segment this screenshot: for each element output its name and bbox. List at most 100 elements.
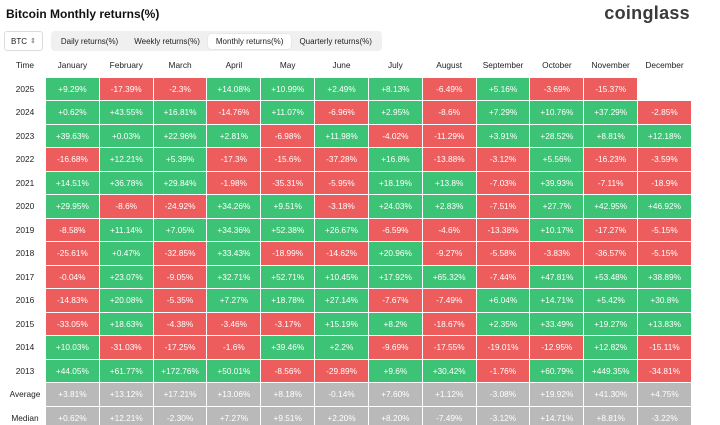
tab-quarterly-returns[interactable]: Quarterly returns(%) — [299, 36, 372, 46]
return-cell: +39.63% — [46, 124, 99, 147]
return-cell — [638, 77, 691, 100]
return-cell: +52.71% — [261, 265, 315, 288]
return-cell: -8.6% — [422, 101, 476, 124]
return-cell: -7.03% — [476, 171, 530, 194]
header-april: April — [207, 54, 261, 77]
header-august: August — [422, 54, 476, 77]
return-cell: +2.49% — [315, 77, 368, 100]
return-cell: +11.98% — [315, 124, 368, 147]
header-november: November — [584, 54, 638, 77]
return-cell: +17.92% — [368, 265, 422, 288]
return-cell: +0.62% — [46, 101, 99, 124]
return-cell: -25.61% — [46, 242, 99, 265]
return-cell: +33.49% — [530, 312, 584, 335]
header-october: October — [530, 54, 584, 77]
return-cell: -17.55% — [422, 336, 476, 359]
table-row: 2022 -16.68% +12.21% +5.39% -17.3% -15.6% -37.… — [5, 148, 691, 171]
header-february: February — [99, 54, 153, 77]
return-cell: +36.78% — [99, 171, 153, 194]
tab-monthly-returns[interactable]: Monthly returns(%) — [207, 33, 292, 49]
return-cell: +2.2% — [315, 336, 368, 359]
return-cell: +10.99% — [261, 77, 315, 100]
return-cell: -1.6% — [207, 336, 261, 359]
return-cell: -2.85% — [638, 101, 691, 124]
return-cell: +5.39% — [153, 148, 207, 171]
table-row: 2019 -8.58% +11.14% +7.05% +34.36% +52.38% +26… — [5, 218, 691, 241]
return-cell: +32.71% — [207, 265, 261, 288]
return-cell: +27.7% — [530, 195, 584, 218]
return-cell: -6.96% — [315, 101, 368, 124]
return-cell: +10.17% — [530, 218, 584, 241]
return-cell: +52.38% — [261, 218, 315, 241]
return-cell: +9.29% — [46, 77, 99, 100]
return-cell: -3.83% — [530, 242, 584, 265]
tab-weekly-returns[interactable]: Weekly returns(%) — [134, 36, 200, 46]
return-cell: +10.03% — [46, 336, 99, 359]
return-cell: -19.01% — [476, 336, 530, 359]
return-cell: +8.81% — [584, 124, 638, 147]
return-cell: +10.76% — [530, 101, 584, 124]
tab-daily-returns[interactable]: Daily returns(%) — [60, 36, 119, 46]
return-cell: +12.21% — [99, 148, 153, 171]
return-cell: -3.12% — [476, 148, 530, 171]
toolbar: BTC ⇕ Daily returns(%) Weekly returns(%) M… — [4, 30, 382, 52]
return-cell: +7.29% — [476, 101, 530, 124]
return-cell: -12.95% — [530, 336, 584, 359]
stat-row: Average +3.81% +13.12% +17.21% +13.06% +8.18%… — [5, 383, 691, 406]
return-cell: -8.6% — [99, 195, 153, 218]
year-cell: 2021 — [5, 171, 45, 194]
returns-period-tabs: Daily returns(%) Weekly returns(%) Monthly… — [50, 31, 382, 51]
return-cell: +38.89% — [638, 265, 691, 288]
return-cell: +42.95% — [584, 195, 638, 218]
return-cell: -9.05% — [153, 265, 207, 288]
return-cell: -35.31% — [261, 171, 315, 194]
return-cell: -29.89% — [315, 359, 368, 382]
return-cell: +3.91% — [476, 124, 530, 147]
return-cell: -1.98% — [207, 171, 261, 194]
return-cell: +0.47% — [99, 242, 153, 265]
return-cell: +18.19% — [368, 171, 422, 194]
return-cell: -9.27% — [422, 242, 476, 265]
return-cell: -0.04% — [46, 265, 99, 288]
return-cell: -4.02% — [368, 124, 422, 147]
return-cell: +26.67% — [315, 218, 368, 241]
stat-cell: -3.12% — [476, 406, 530, 425]
return-cell: +5.42% — [584, 289, 638, 312]
table-row: 2023 +39.63% +0.03% +22.96% +2.81% -6.98% +11.… — [5, 124, 691, 147]
return-cell: -6.59% — [368, 218, 422, 241]
return-cell: -5.15% — [638, 218, 691, 241]
return-cell: -9.69% — [368, 336, 422, 359]
table-row: 2021 +14.51% +36.78% +29.84% -1.98% -35.31% -5… — [5, 171, 691, 194]
return-cell: +449.35% — [584, 359, 638, 382]
stat-cell: -7.49% — [422, 406, 476, 425]
stat-cell: +8.20% — [368, 406, 422, 425]
stat-cell: +3.81% — [46, 383, 99, 406]
return-cell: -17.3% — [207, 148, 261, 171]
return-cell: +10.45% — [315, 265, 368, 288]
return-cell: +172.76% — [153, 359, 207, 382]
stat-label: Median — [5, 406, 45, 425]
header-december: December — [638, 54, 691, 77]
stat-cell: -2.30% — [153, 406, 207, 425]
sort-chevron-icon: ⇕ — [30, 38, 36, 45]
return-cell: -7.11% — [584, 171, 638, 194]
year-cell: 2014 — [5, 336, 45, 359]
return-cell: +39.93% — [530, 171, 584, 194]
return-cell: -13.38% — [476, 218, 530, 241]
return-cell: +2.83% — [422, 195, 476, 218]
year-cell: 2022 — [5, 148, 45, 171]
stat-label: Average — [5, 383, 45, 406]
return-cell: +44.05% — [46, 359, 99, 382]
return-cell: +14.71% — [530, 289, 584, 312]
asset-select[interactable]: BTC ⇕ — [4, 31, 43, 51]
stat-cell: +4.75% — [638, 383, 691, 406]
return-cell: +28.52% — [530, 124, 584, 147]
return-cell: +16.8% — [368, 148, 422, 171]
return-cell: +47.81% — [530, 265, 584, 288]
return-cell: +18.63% — [99, 312, 153, 335]
return-cell: +20.96% — [368, 242, 422, 265]
header-september: September — [476, 54, 530, 77]
table-row: 2014 +10.03% -31.03% -17.25% -1.6% +39.46% +2.… — [5, 336, 691, 359]
stat-cell: +13.06% — [207, 383, 261, 406]
return-cell: -3.18% — [315, 195, 368, 218]
